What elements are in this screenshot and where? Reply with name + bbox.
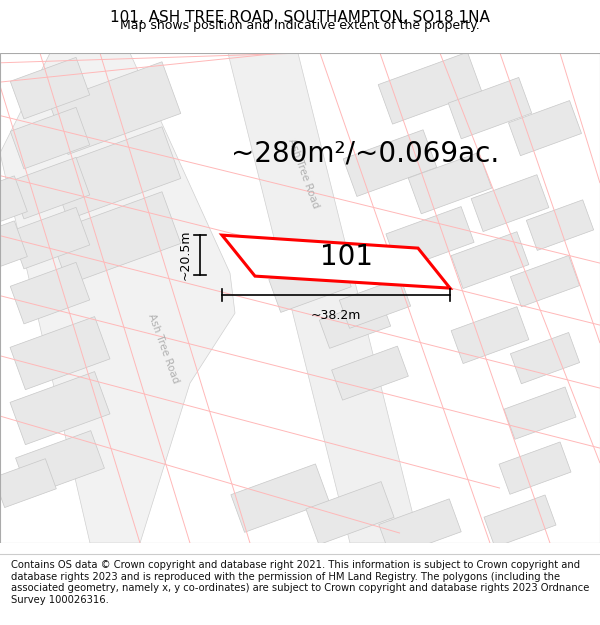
Polygon shape [386, 207, 474, 269]
Polygon shape [343, 130, 437, 196]
Polygon shape [10, 158, 90, 219]
Text: 101: 101 [320, 243, 373, 271]
Polygon shape [319, 298, 391, 348]
Polygon shape [0, 176, 28, 231]
Polygon shape [448, 78, 532, 139]
Text: ~38.2m: ~38.2m [311, 309, 361, 322]
Polygon shape [511, 256, 580, 307]
Text: Ash Tree Road: Ash Tree Road [286, 137, 320, 209]
Polygon shape [228, 53, 420, 543]
Polygon shape [10, 107, 90, 169]
Polygon shape [379, 499, 461, 558]
Polygon shape [511, 332, 580, 384]
Polygon shape [0, 459, 56, 508]
Polygon shape [508, 101, 581, 156]
Text: ~20.5m: ~20.5m [179, 230, 192, 281]
Text: ~280m²/~0.069ac.: ~280m²/~0.069ac. [231, 139, 499, 167]
Text: Contains OS data © Crown copyright and database right 2021. This information is : Contains OS data © Crown copyright and d… [11, 560, 589, 605]
Polygon shape [0, 221, 28, 276]
Polygon shape [332, 346, 409, 400]
Polygon shape [484, 495, 556, 548]
Polygon shape [10, 208, 90, 269]
Polygon shape [451, 307, 529, 364]
Polygon shape [10, 262, 90, 324]
Polygon shape [49, 62, 181, 154]
Polygon shape [378, 52, 482, 124]
Polygon shape [269, 254, 351, 312]
Polygon shape [10, 372, 110, 444]
Polygon shape [526, 200, 593, 251]
Polygon shape [49, 127, 181, 219]
Polygon shape [0, 53, 235, 543]
Polygon shape [306, 482, 394, 544]
Polygon shape [16, 431, 104, 496]
Polygon shape [222, 235, 450, 288]
Polygon shape [451, 232, 529, 289]
Text: Ash Tree Road: Ash Tree Road [146, 312, 180, 384]
Polygon shape [10, 58, 90, 119]
Polygon shape [504, 387, 576, 439]
Polygon shape [499, 442, 571, 494]
Polygon shape [340, 278, 410, 328]
Polygon shape [408, 152, 492, 214]
Polygon shape [49, 192, 181, 284]
Text: 101, ASH TREE ROAD, SOUTHAMPTON, SO18 1NA: 101, ASH TREE ROAD, SOUTHAMPTON, SO18 1N… [110, 10, 490, 25]
Text: Map shows position and indicative extent of the property.: Map shows position and indicative extent… [120, 19, 480, 32]
Polygon shape [471, 175, 549, 231]
Polygon shape [231, 464, 329, 532]
Polygon shape [10, 317, 110, 389]
